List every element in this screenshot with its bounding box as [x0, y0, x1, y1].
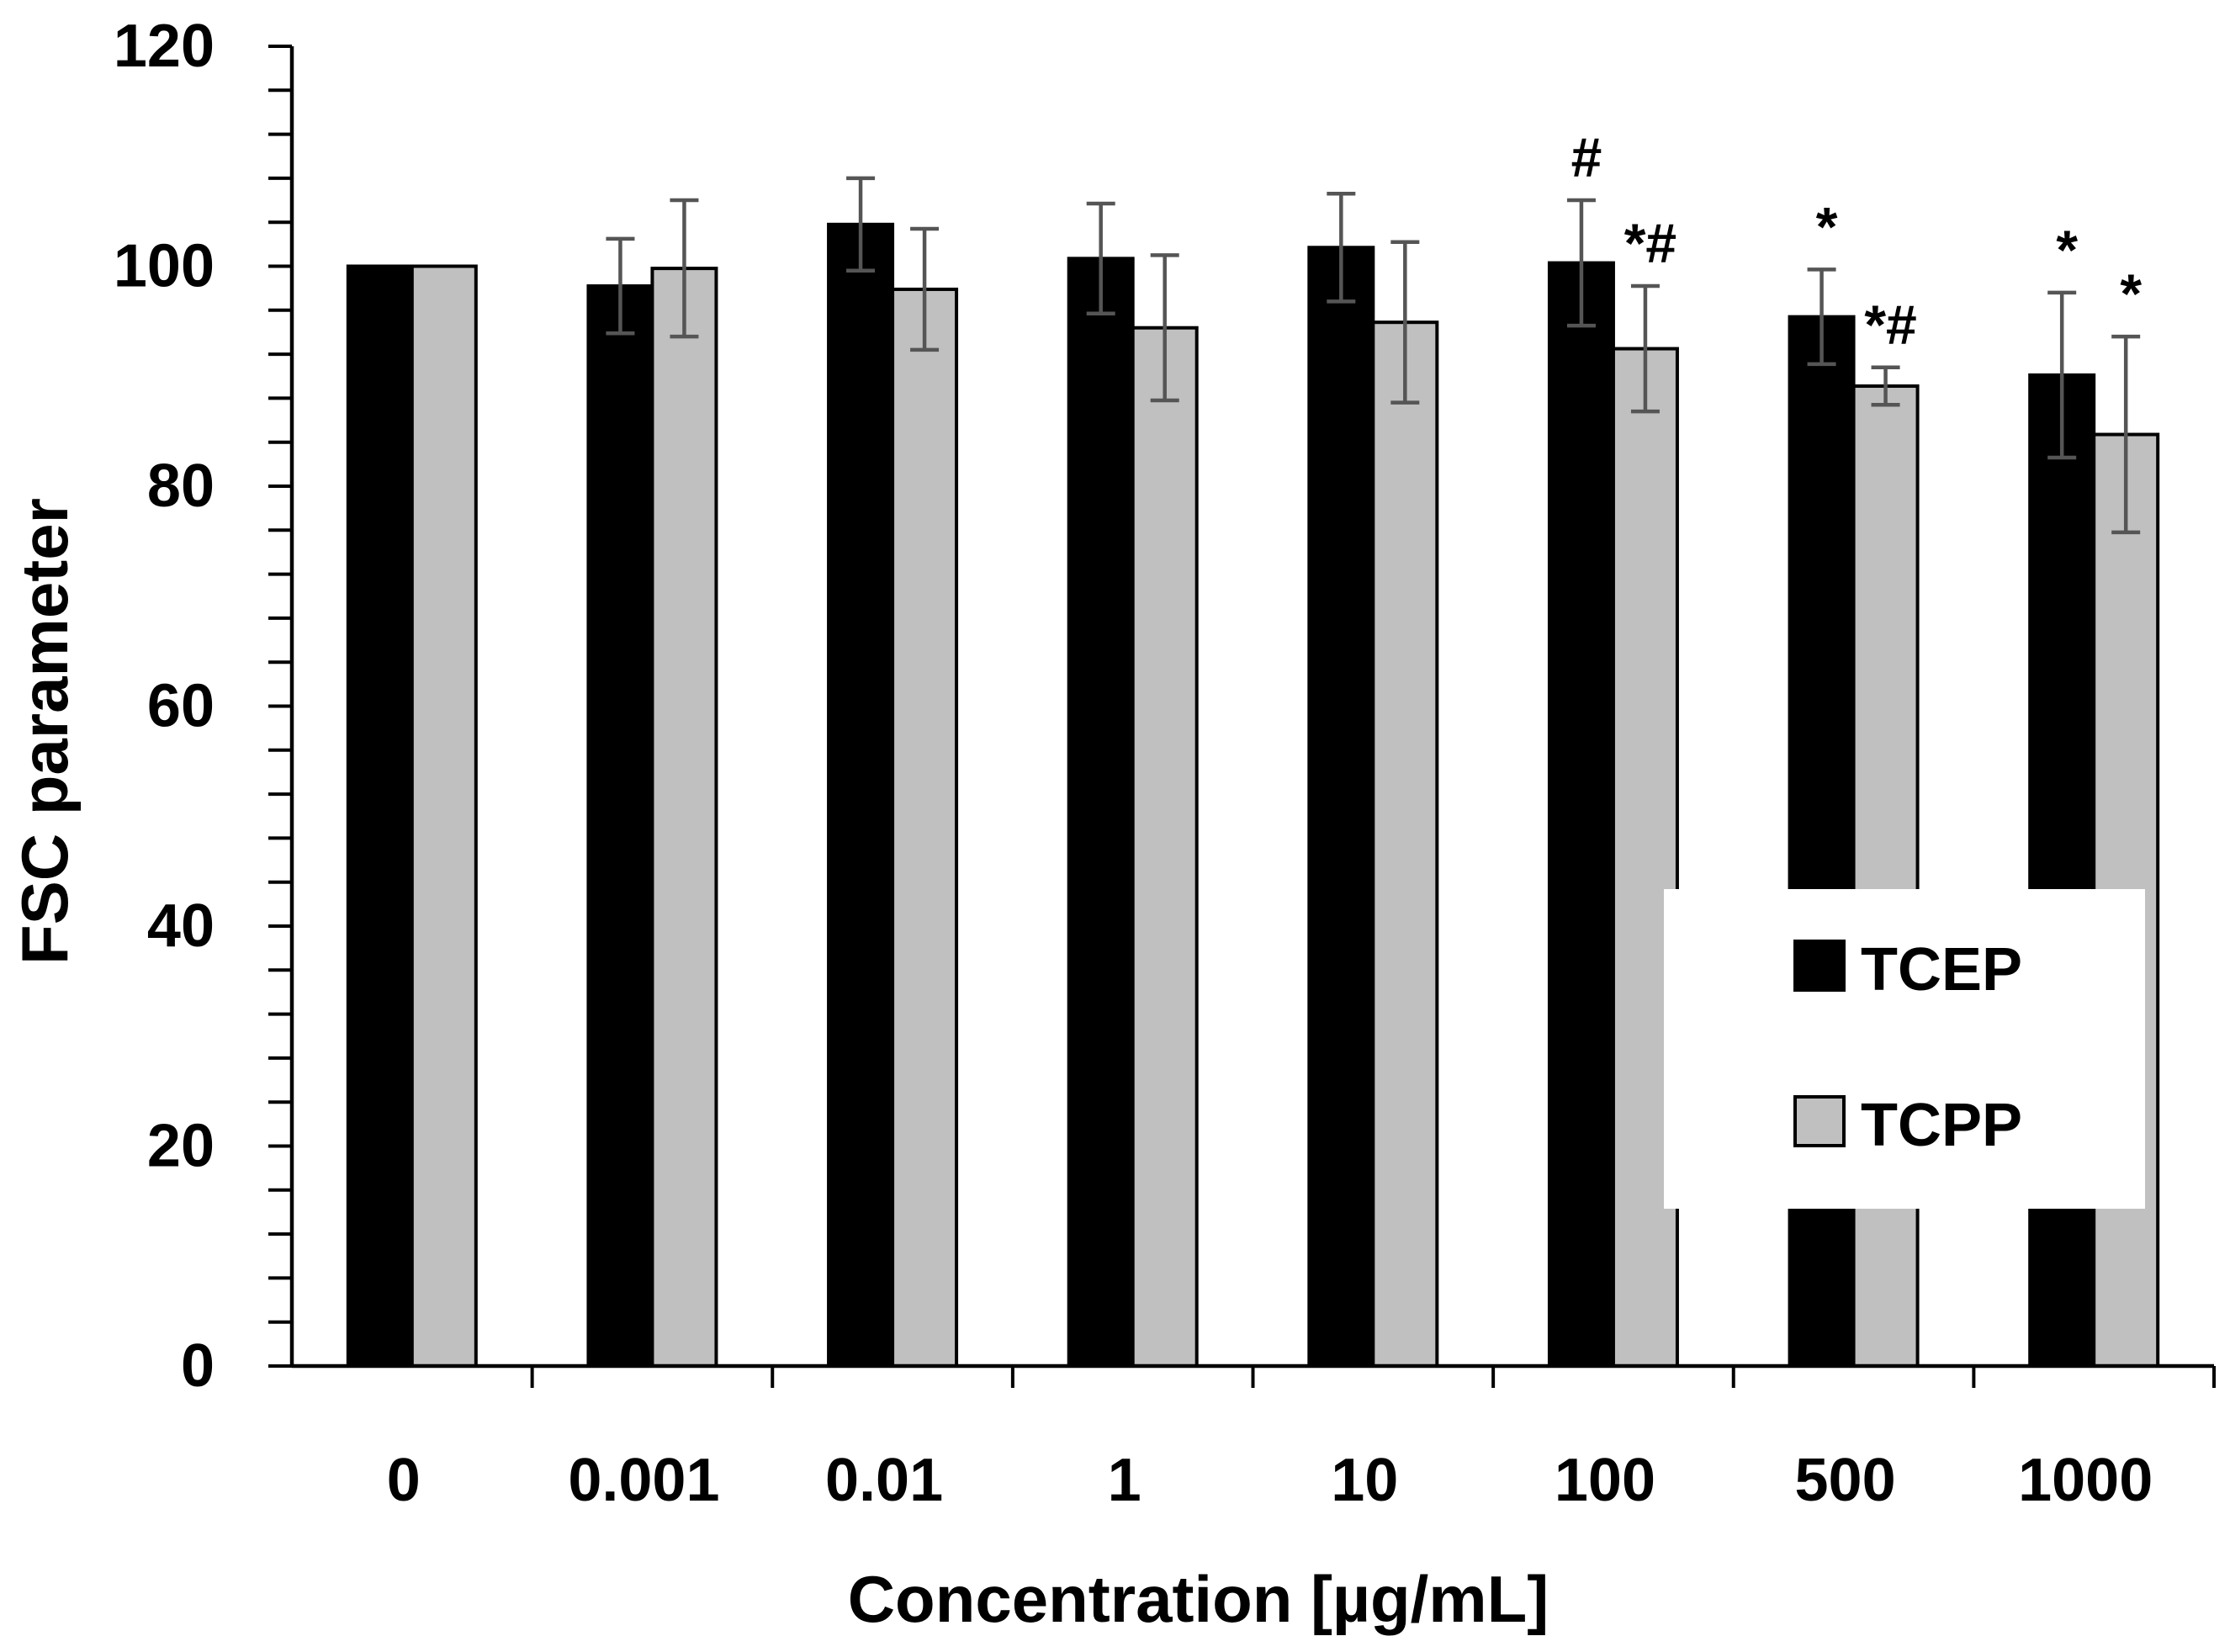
y-tick-label-60: 60 [147, 673, 215, 740]
bar-tcep-10 [1307, 246, 1375, 1369]
x-tick-label-10: 10 [1331, 1447, 1398, 1514]
significance-marker-tcep-500: * [1816, 195, 1838, 257]
bar-tcpp-500 [1851, 384, 1920, 1369]
y-axis-title: FSC parameter [8, 498, 82, 965]
significance-marker-tcep-1000: * [2056, 219, 2078, 281]
significance-marker-tcpp-500: *# [1864, 294, 1916, 356]
legend-swatch-tcep [1793, 940, 1846, 992]
x-tick-label-1: 1 [1108, 1447, 1141, 1514]
significance-marker-tcpp-1000: * [2120, 262, 2142, 325]
y-tick-label-0: 0 [181, 1332, 215, 1400]
y-tick-label-20: 20 [147, 1113, 215, 1180]
bar-tcpp-100 [1611, 347, 1679, 1368]
x-tick-label-500: 500 [1794, 1447, 1895, 1514]
y-tick-label-40: 40 [147, 892, 215, 960]
y-tick-label-100: 100 [114, 233, 215, 300]
x-tick-label-1000: 1000 [2018, 1447, 2153, 1514]
bar-tcep-0 [346, 264, 414, 1368]
legend-background [1664, 889, 2145, 1209]
y-tick-label-80: 80 [147, 453, 215, 520]
legend-label-tcpp: TCPP [1861, 1092, 2022, 1159]
bar-tcpp-0.01 [891, 287, 959, 1368]
legend: TCEP TCPP [1664, 889, 2145, 1209]
bar-tcpp-0.001 [650, 267, 718, 1368]
bar-tcpp-0 [410, 264, 478, 1368]
x-tick-label-0.001: 0.001 [568, 1447, 719, 1514]
x-tick-label-0: 0 [387, 1447, 421, 1514]
x-axis-title: Concentration [µg/mL] [848, 1562, 1549, 1636]
bar-tcep-0.01 [827, 222, 895, 1369]
significance-marker-tcep-100: # [1571, 126, 1602, 188]
x-tick-label-0.01: 0.01 [825, 1447, 943, 1514]
x-tick-label-100: 100 [1555, 1447, 1655, 1514]
error-bars-layer [606, 176, 2141, 535]
annotations-layer: # * * *# *# * [1571, 126, 2143, 356]
legend-swatch-tcpp [1793, 1095, 1846, 1147]
axes-layer: 0 20 40 60 80 100 120 0 0.001 0.01 1 10 100 500 1000 [114, 13, 2216, 1514]
bar-tcpp-10 [1371, 320, 1439, 1368]
bar-tcep-1 [1067, 257, 1135, 1368]
bar-tcep-100 [1547, 261, 1615, 1368]
significance-marker-tcpp-100: *# [1624, 212, 1676, 274]
y-tick-label-120: 120 [114, 13, 215, 80]
legend-label-tcep: TCEP [1861, 936, 2022, 1003]
bar-tcep-0.001 [586, 284, 654, 1368]
bar-tcpp-1 [1131, 326, 1199, 1369]
bar-tcep-1000 [2028, 373, 2096, 1368]
